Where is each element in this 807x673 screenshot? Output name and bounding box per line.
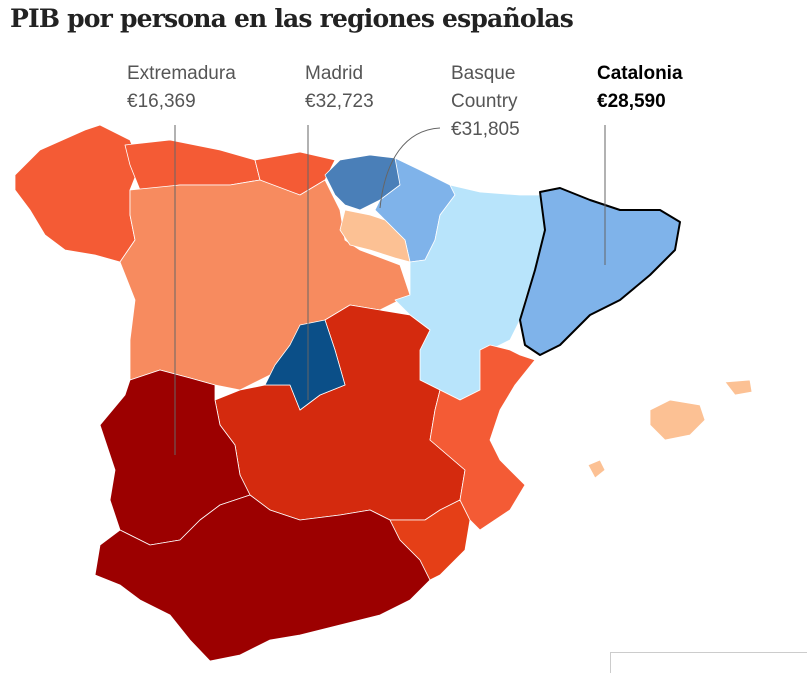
map-title: PIB por persona en las regiones española…	[10, 4, 574, 33]
label-basque-country: Basque Country €31,805	[451, 60, 520, 144]
corner-frame	[610, 652, 807, 673]
label-region-name: Catalonia	[597, 63, 683, 84]
region-la-rioja	[339, 209, 411, 263]
region-galicia	[14, 124, 141, 263]
region-murcia	[389, 499, 471, 581]
label-region-name: Madrid	[305, 63, 364, 84]
region-mallorca	[649, 399, 706, 441]
label-region-name: Basque	[451, 63, 516, 84]
region-catalonia	[519, 187, 681, 356]
label-catalonia: Catalonia €28,590	[597, 60, 683, 116]
label-madrid: Madrid €32,723	[305, 60, 374, 116]
region-asturias	[124, 139, 261, 191]
region-menorca	[724, 379, 753, 396]
label-value: €31,805	[451, 119, 520, 140]
label-region-name-2: Country	[451, 91, 518, 112]
region-ibiza	[587, 459, 606, 479]
leader-line-basque-country	[379, 127, 441, 209]
label-region-name: Extremadura	[127, 63, 236, 84]
label-value: €16,369	[127, 91, 196, 112]
label-extremadura: Extremadura €16,369	[127, 60, 236, 116]
region-madrid	[264, 319, 346, 411]
region-valencia	[429, 344, 536, 531]
label-value: €28,590	[597, 91, 666, 112]
label-value: €32,723	[305, 91, 374, 112]
